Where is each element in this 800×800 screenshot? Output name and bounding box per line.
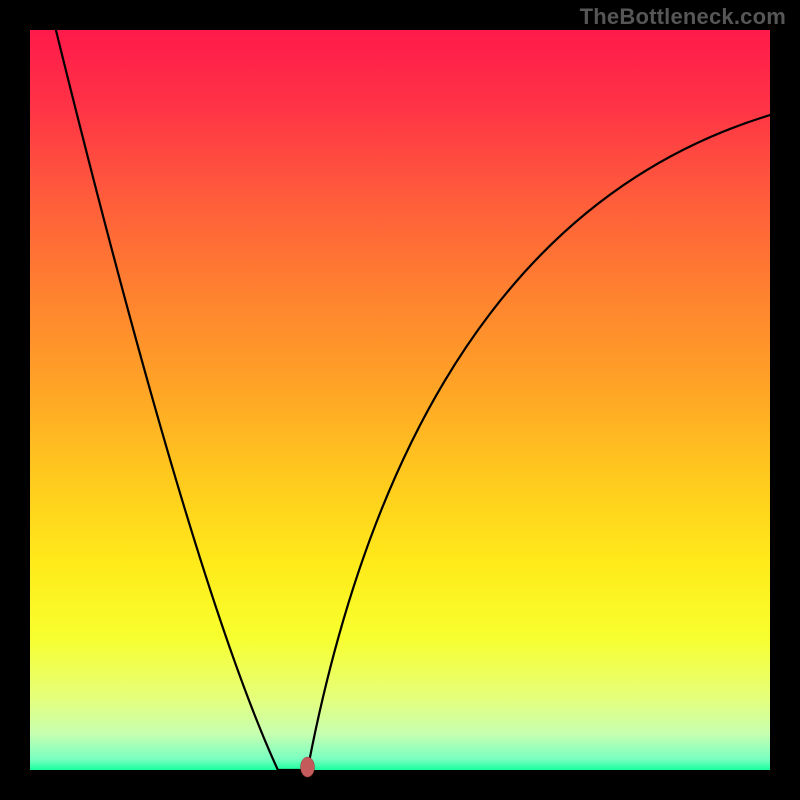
watermark-text: TheBottleneck.com (580, 4, 786, 30)
bottleneck-curve-layer (0, 0, 800, 800)
bottleneck-curve (56, 30, 770, 770)
chart-frame: TheBottleneck.com (0, 0, 800, 800)
minimum-marker (301, 757, 315, 777)
